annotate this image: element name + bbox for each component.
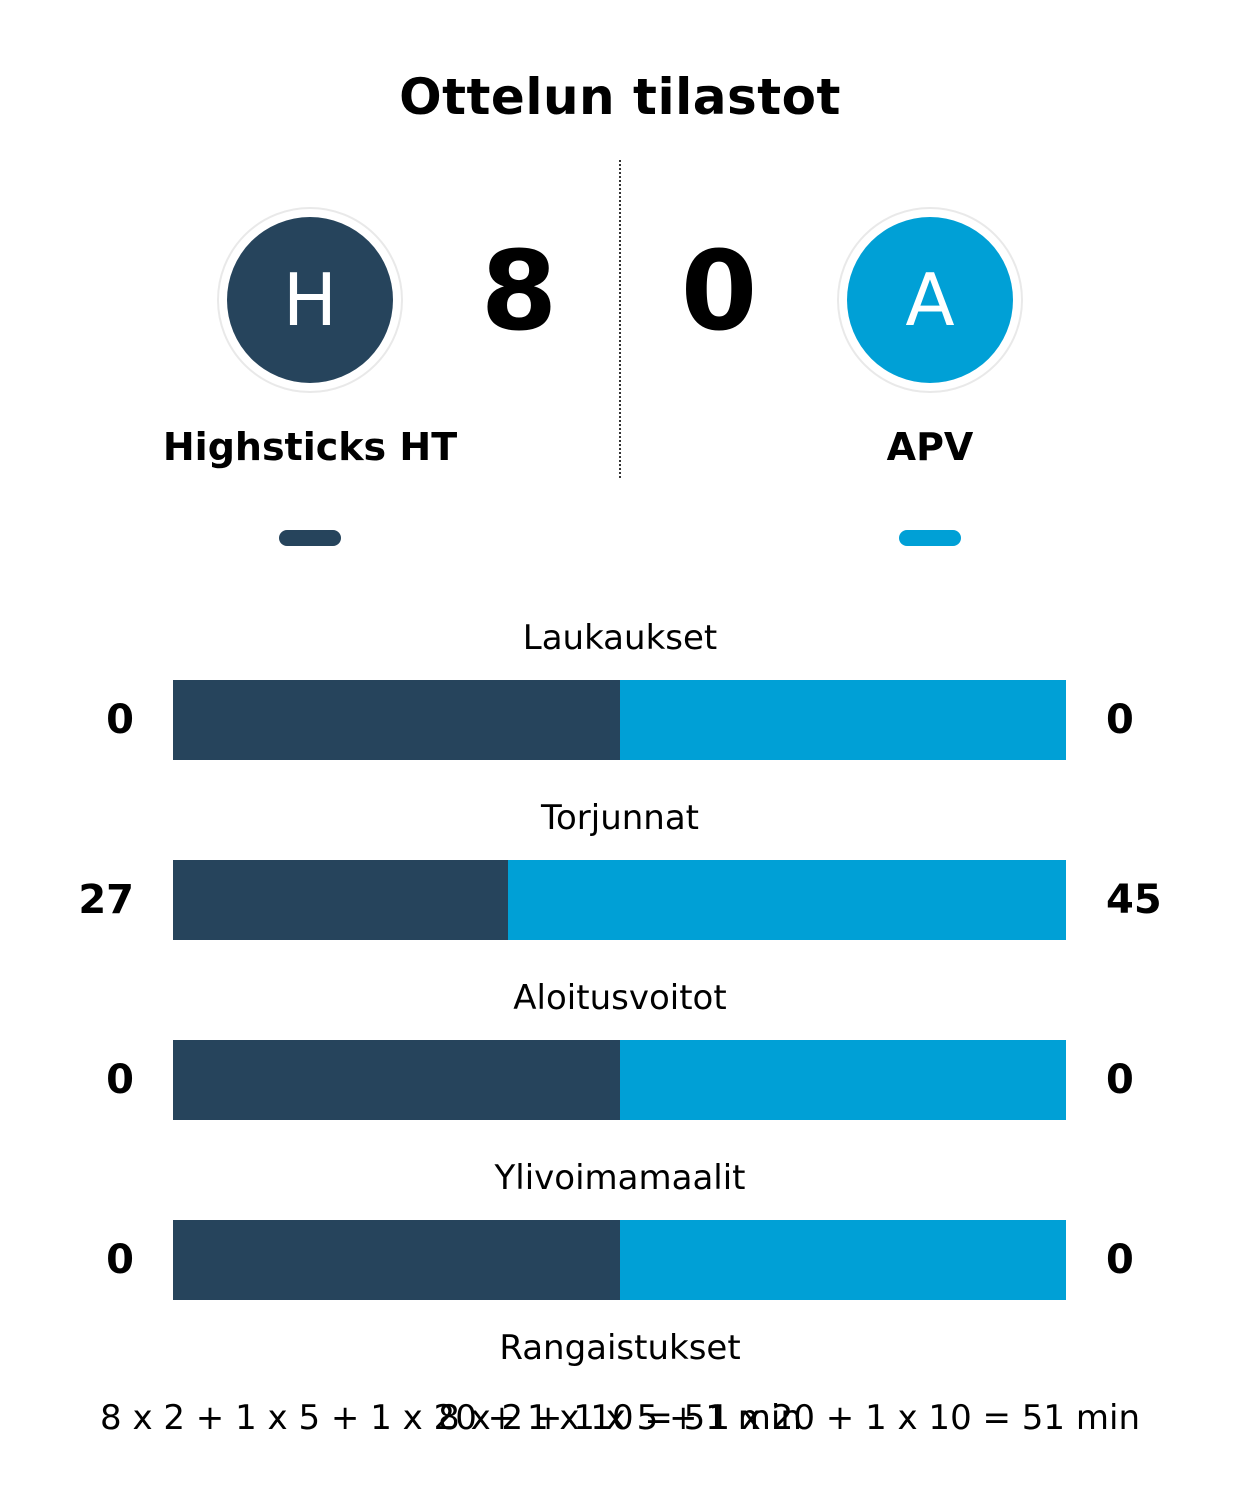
home-score: 8 (480, 227, 558, 355)
stat-label-faceoffs: Aloitusvoitot (513, 978, 727, 1018)
stat-away-value-powerplay-goals: 0 (1106, 1237, 1134, 1283)
home-penalties: 8 x 2 + 1 x 5 + 1 x 20 + 1 x 10 = 51 min (100, 1398, 802, 1438)
stat-bar-away-segment (619, 1220, 1066, 1300)
stat-bar-powerplay-goals (173, 1220, 1066, 1300)
stat-away-value-faceoffs: 0 (1106, 1057, 1134, 1103)
away-penalties: 8 x 2 + 1 x 5 + 1 x 20 + 1 x 10 = 51 min (438, 1398, 1140, 1438)
stat-bar-saves (173, 860, 1066, 940)
stat-bar-home-segment (173, 1220, 620, 1300)
stat-away-value-saves: 45 (1106, 877, 1162, 923)
away-score: 0 (680, 227, 758, 355)
stat-away-value-shots: 0 (1106, 697, 1134, 743)
stat-bar-home-segment (173, 860, 508, 940)
stat-label-powerplay-goals: Ylivoimamaalit (494, 1158, 746, 1198)
stat-bar-home-segment (173, 1040, 620, 1120)
home-team-name: Highsticks HT (162, 425, 458, 469)
page-title: Ottelun tilastot (399, 68, 841, 126)
stat-label-saves: Torjunnat (540, 798, 700, 838)
stat-bar-home-segment (173, 680, 620, 760)
stat-bar-faceoffs (173, 1040, 1066, 1120)
home-team-logo-initial: H (227, 217, 393, 383)
stat-bar-away-segment (507, 860, 1066, 940)
stat-home-value-powerplay-goals: 0 (106, 1237, 134, 1283)
away-team-logo: A (837, 207, 1023, 393)
stat-label-shots: Laukaukset (522, 618, 718, 658)
away-team-color-marker (899, 530, 961, 546)
home-team-logo: H (217, 207, 403, 393)
stat-label-penalties: Rangaistukset (499, 1328, 741, 1368)
away-team-name: APV (886, 425, 974, 469)
home-team-color-marker (279, 530, 341, 546)
stat-bar-shots (173, 680, 1066, 760)
stat-bar-away-segment (619, 1040, 1066, 1120)
stat-home-value-saves: 27 (78, 877, 134, 923)
center-divider (619, 160, 621, 478)
penalties-row: 8 x 2 + 1 x 5 + 1 x 20 + 1 x 10 = 51 min… (0, 1398, 1240, 1442)
stat-bar-away-segment (619, 680, 1066, 760)
stat-home-value-faceoffs: 0 (106, 1057, 134, 1103)
stat-home-value-shots: 0 (106, 697, 134, 743)
away-team-logo-initial: A (847, 217, 1013, 383)
